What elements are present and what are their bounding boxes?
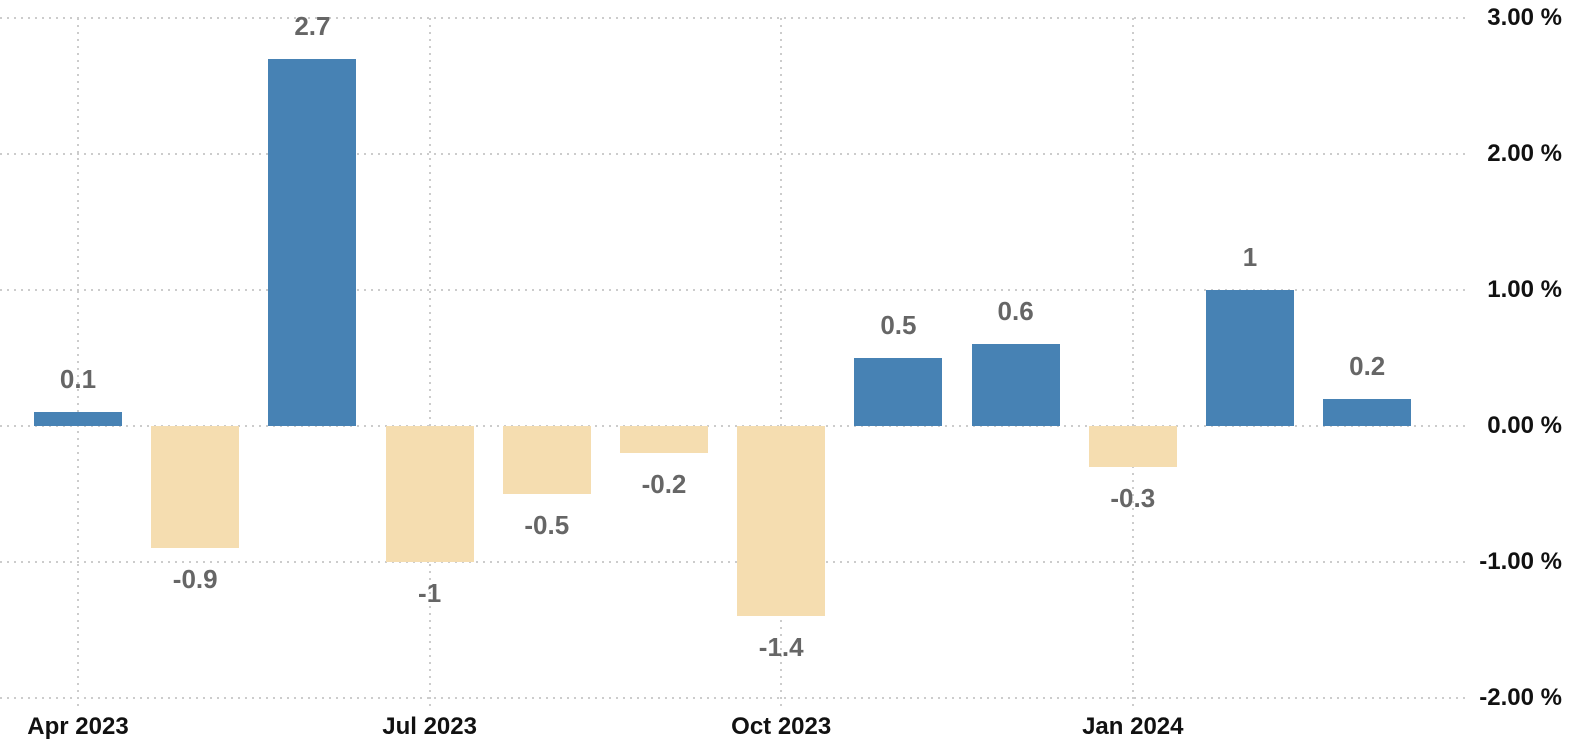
x-axis-tick-label: Apr 2023 xyxy=(27,713,129,740)
x-gridline xyxy=(1131,18,1134,708)
y-gridline xyxy=(0,153,1466,155)
y-axis-tick-label: 1.00 % xyxy=(1487,276,1562,303)
bar[interactable] xyxy=(737,426,825,616)
bar-value-label: 0.2 xyxy=(1349,351,1386,381)
bar[interactable] xyxy=(620,426,708,453)
bar-value-label: -0.3 xyxy=(1110,483,1156,513)
bar[interactable] xyxy=(151,426,239,548)
y-axis-tick-label: -2.00 % xyxy=(1479,684,1562,711)
y-axis-tick-label: 2.00 % xyxy=(1487,140,1562,167)
bar-value-label: -0.2 xyxy=(641,469,687,499)
x-axis-tick-label: Oct 2023 xyxy=(731,713,832,740)
bar[interactable] xyxy=(1089,426,1177,467)
bar-value-label: 1 xyxy=(1242,242,1258,272)
bar-value-label: -0.9 xyxy=(172,564,218,594)
y-axis-tick-label: -1.00 % xyxy=(1479,548,1562,575)
bar[interactable] xyxy=(268,59,356,426)
bar[interactable] xyxy=(972,344,1060,426)
bar-value-label: -1.4 xyxy=(758,632,804,662)
bar-value-label: -0.5 xyxy=(524,510,570,540)
x-axis-tick-label: Jan 2024 xyxy=(1082,713,1184,740)
x-axis-tick-label: Jul 2023 xyxy=(382,713,477,740)
plot-area: 0.1 -0.9 2.7 -1 -0.5 -0.2 -1.4 0.5 0.6 -0.3 1 0.2 xyxy=(0,11,1466,708)
bar[interactable] xyxy=(34,412,122,426)
y-axis-tick-label: 0.00 % xyxy=(1487,412,1562,439)
bar-value-label: 0.1 xyxy=(59,364,97,394)
y-gridline xyxy=(0,697,1466,699)
bar[interactable] xyxy=(503,426,591,494)
y-axis-tick-label: 3.00 % xyxy=(1487,4,1562,31)
bar-value-label: 2.7 xyxy=(294,11,331,41)
bar-value-label: -1 xyxy=(418,578,442,608)
bar[interactable] xyxy=(854,358,942,426)
y-gridline xyxy=(0,561,1466,563)
x-gridline xyxy=(77,18,79,708)
bar-value-label: 0.5 xyxy=(880,310,917,340)
bar[interactable] xyxy=(1206,290,1294,426)
y-gridline xyxy=(0,17,1466,19)
y-gridline xyxy=(0,425,1466,427)
bar-value-label: 0.6 xyxy=(997,296,1034,326)
y-gridline xyxy=(0,289,1466,291)
x-gridline xyxy=(428,18,431,708)
bar[interactable] xyxy=(386,426,474,562)
x-gridline xyxy=(780,18,783,708)
bar[interactable] xyxy=(1323,399,1411,426)
